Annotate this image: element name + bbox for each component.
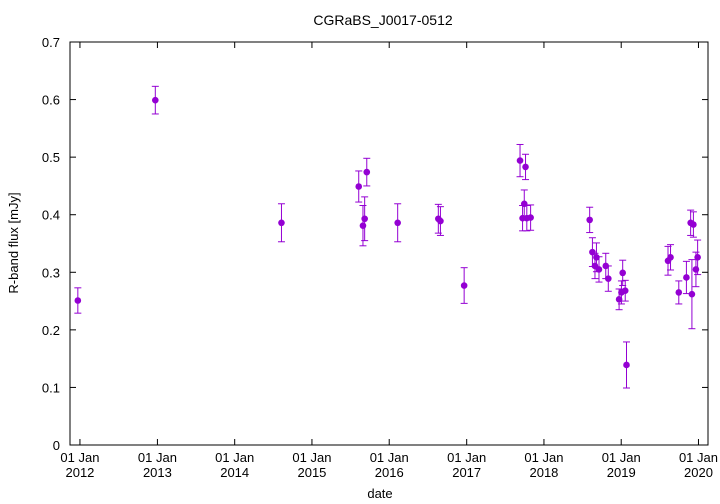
data-point: [586, 206, 594, 234]
data-point: [682, 260, 690, 295]
data-point: [667, 244, 675, 271]
data-point: [527, 204, 535, 231]
x-tick-label: 01 Jan: [138, 450, 177, 465]
data-point: [516, 143, 524, 178]
x-tick-year: 2017: [452, 465, 481, 480]
point-marker: [355, 183, 363, 190]
point-marker: [522, 163, 529, 171]
point-marker: [361, 215, 368, 223]
x-tick-label: 01 Jan: [602, 450, 641, 465]
point-marker: [278, 219, 285, 227]
data-point: [689, 211, 697, 238]
point-marker: [437, 217, 444, 225]
point-marker: [152, 96, 159, 104]
data-point: [436, 206, 444, 236]
x-tick-label: 01 Jan: [292, 450, 331, 465]
point-marker: [683, 274, 690, 281]
x-tick-year: 2015: [297, 465, 326, 480]
data-point: [394, 203, 402, 243]
data-point: [694, 239, 702, 276]
data-point: [619, 259, 627, 287]
plot-frame: [69, 41, 709, 446]
y-tick-label: 0.1: [42, 380, 60, 395]
point-marker: [586, 216, 593, 224]
point-marker: [694, 254, 701, 261]
data-point: [522, 153, 530, 181]
x-tick-year: 2014: [220, 465, 249, 480]
y-tick-label: 0.2: [42, 323, 60, 338]
x-tick-year: 2019: [607, 465, 636, 480]
point-marker: [621, 287, 629, 295]
point-marker: [667, 254, 674, 261]
data-point: [675, 280, 683, 305]
point-marker: [615, 296, 623, 303]
y-tick-label: 0.5: [42, 150, 60, 165]
y-tick-label: 0.4: [42, 208, 60, 223]
point-marker: [74, 297, 82, 304]
data-point: [460, 267, 468, 304]
x-tick-year: 2012: [65, 465, 94, 480]
x-axis-label: date: [367, 486, 392, 501]
point-marker: [604, 275, 612, 282]
data-point: [151, 85, 159, 115]
point-marker: [619, 269, 626, 277]
point-marker: [460, 282, 468, 289]
point-marker: [623, 361, 630, 369]
x-tick-year: 2018: [529, 465, 558, 480]
x-tick-label: 01 Jan: [524, 450, 563, 465]
x-tick-label: 01 Jan: [60, 450, 99, 465]
data-point: [363, 157, 371, 187]
data-point: [623, 341, 631, 389]
point-marker: [692, 266, 700, 273]
y-axis-label: R-band flux [mJy]: [6, 192, 21, 293]
point-marker: [690, 221, 697, 228]
point-marker: [595, 266, 603, 273]
point-marker: [527, 214, 534, 221]
x-tick-year: 2020: [684, 465, 713, 480]
point-marker: [675, 289, 683, 296]
x-tick-year: 2013: [143, 465, 172, 480]
x-tick-year: 2016: [375, 465, 404, 480]
data-point: [74, 287, 82, 314]
y-tick-label: 0.3: [42, 265, 60, 280]
chart-title: CGRaBS_J0017-0512: [313, 12, 453, 28]
data-point: [595, 256, 603, 283]
x-tick-label: 01 Jan: [215, 450, 254, 465]
point-marker: [593, 254, 600, 261]
data-point: [359, 205, 367, 247]
data-point: [355, 170, 363, 203]
x-tick-label: 01 Jan: [447, 450, 486, 465]
data-point: [361, 196, 369, 242]
data-point: [277, 203, 285, 243]
data-point: [621, 279, 629, 302]
point-marker: [363, 168, 371, 176]
y-tick-label: 0.7: [42, 35, 60, 50]
data-point: [604, 265, 612, 292]
x-tick-label: 01 Jan: [679, 450, 718, 465]
y-tick-label: 0: [53, 438, 60, 453]
point-marker: [688, 290, 696, 298]
point-marker: [516, 157, 524, 164]
x-tick-label: 01 Jan: [370, 450, 409, 465]
point-marker: [394, 219, 401, 227]
point-marker: [359, 222, 367, 229]
data-point: [688, 259, 696, 330]
data-points: [74, 85, 702, 389]
y-tick-label: 0.6: [42, 93, 60, 108]
